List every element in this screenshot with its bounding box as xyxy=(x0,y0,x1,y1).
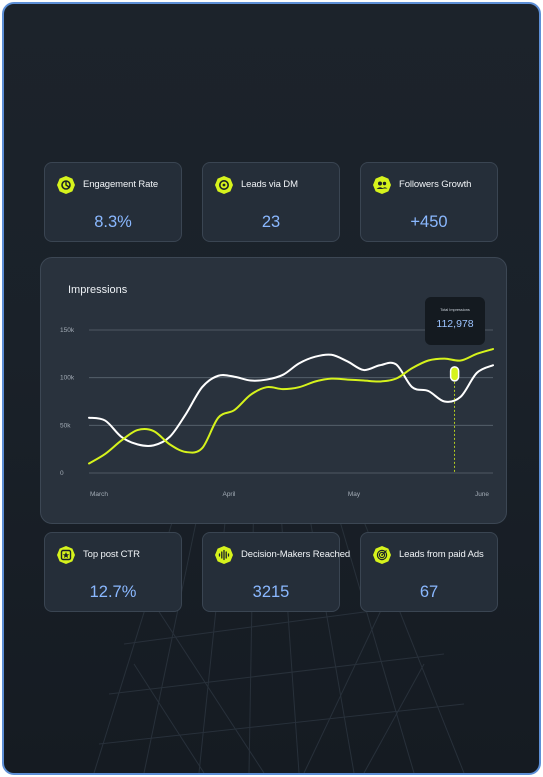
card-value: 67 xyxy=(419,583,439,601)
stat-card-top-post-ctr[interactable]: Top post CTR 12.7% xyxy=(44,532,182,612)
star-icon xyxy=(57,546,75,564)
chart-title: Impressions xyxy=(68,284,128,296)
tooltip-value: 112,978 xyxy=(436,318,474,330)
chart-tooltip: Total Impressions 112,978 xyxy=(425,297,485,345)
tooltip-label: Total Impressions xyxy=(440,308,470,312)
target-icon xyxy=(373,546,391,564)
y-tick-label: 100k xyxy=(60,375,75,382)
card-value: 8.3% xyxy=(94,213,132,231)
card-title: Top post CTR xyxy=(83,549,140,560)
x-tick-label: May xyxy=(348,491,361,498)
dm-icon xyxy=(215,176,233,194)
stat-card-leads-via-dm[interactable]: Leads via DM 23 xyxy=(202,162,340,242)
followers-icon xyxy=(373,176,391,194)
x-tick-label: June xyxy=(475,491,489,498)
card-value: +450 xyxy=(410,213,448,231)
card-title: Leads via DM xyxy=(241,179,298,190)
card-title: Engagement Rate xyxy=(83,179,159,190)
x-tick-label: April xyxy=(222,491,236,498)
signal-icon xyxy=(215,546,233,564)
card-value: 3215 xyxy=(252,583,290,601)
card-title: Followers Growth xyxy=(399,179,472,190)
y-tick-label: 150k xyxy=(60,327,75,334)
impressions-chart-panel: Impressions 150k 100k 50k 0 March April May Jun… xyxy=(40,257,507,524)
series-line-lime xyxy=(88,348,494,465)
series-line-white xyxy=(88,353,494,447)
card-value: 23 xyxy=(261,213,281,231)
engagement-icon xyxy=(57,176,75,194)
y-tick-label: 50k xyxy=(60,422,71,429)
hover-point-marker[interactable] xyxy=(449,366,460,382)
y-tick-label: 0 xyxy=(60,470,64,477)
x-tick-label: March xyxy=(90,491,108,498)
card-value: 12.7% xyxy=(89,583,137,601)
stat-card-followers-growth[interactable]: Followers Growth +450 xyxy=(360,162,498,242)
stat-card-engagement-rate[interactable]: Engagement Rate 8.3% xyxy=(44,162,182,242)
card-title: Leads from paid Ads xyxy=(399,549,484,560)
card-title: Decision-Makers Reached xyxy=(241,549,351,560)
impressions-chart: 150k 100k 50k 0 March April May June xyxy=(60,327,494,498)
stat-card-decision-makers-reached[interactable]: Decision-Makers Reached 3215 xyxy=(202,532,350,612)
stat-card-leads-from-paid-ads[interactable]: Leads from paid Ads 67 xyxy=(360,532,498,612)
